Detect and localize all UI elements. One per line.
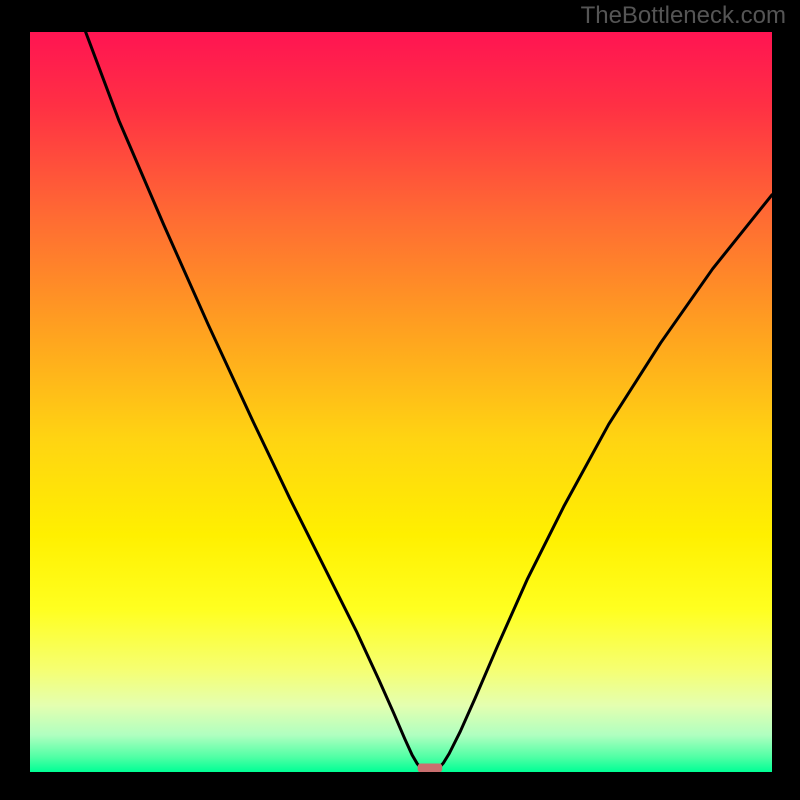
gradient-background: [30, 32, 772, 772]
optimal-marker: [418, 763, 442, 772]
watermark-text: TheBottleneck.com: [581, 2, 786, 30]
chart-container: TheBottleneck.com: [0, 0, 800, 800]
bottleneck-chart-svg: [30, 32, 772, 772]
plot-area: [30, 32, 772, 772]
